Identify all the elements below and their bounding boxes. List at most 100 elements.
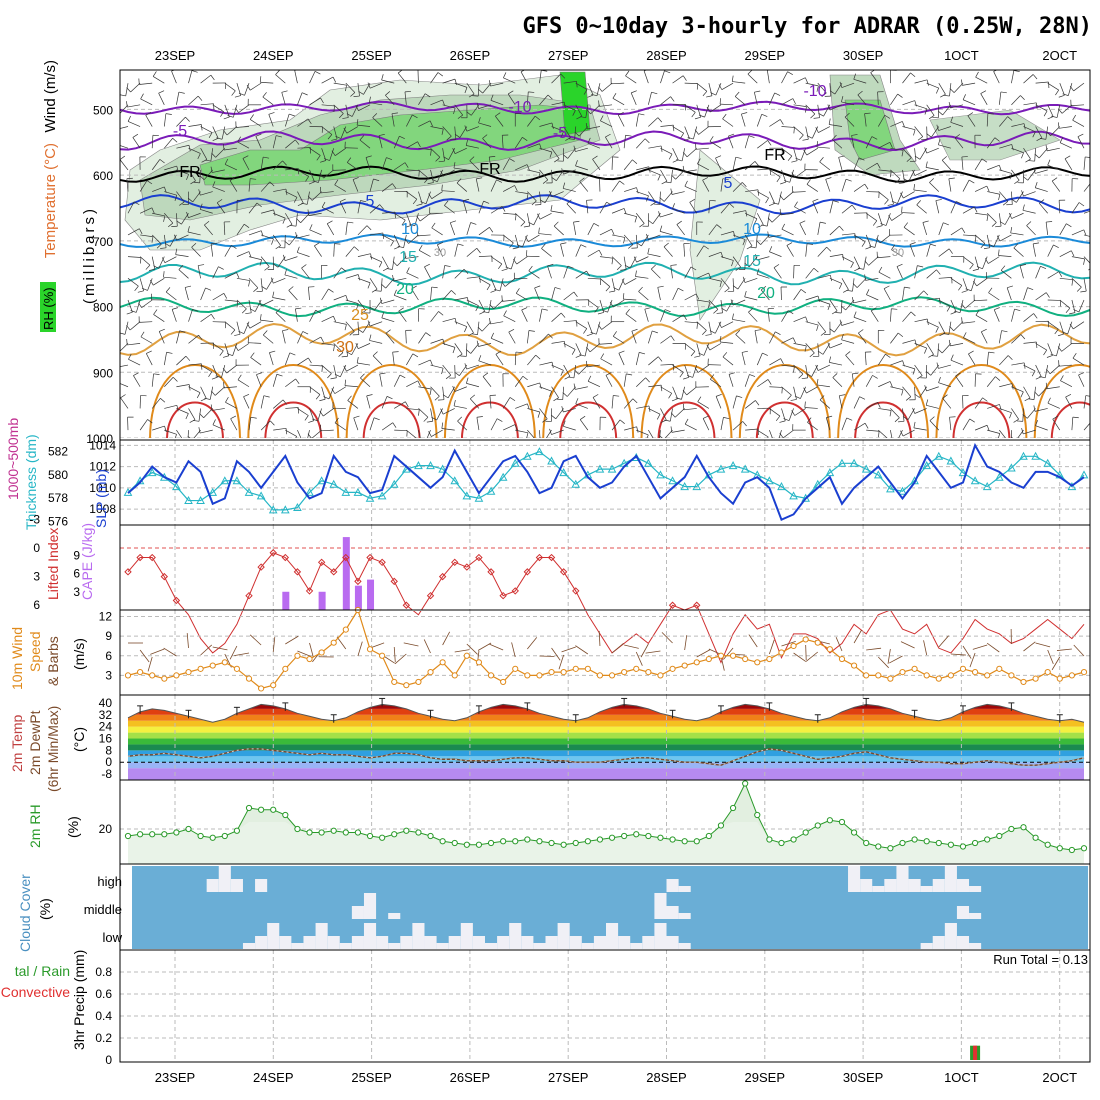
wind-barb <box>959 299 964 313</box>
wind-barb <box>272 135 277 149</box>
wind-barb <box>163 234 167 248</box>
wind-barb-flag <box>438 160 445 163</box>
wind-barb <box>575 321 587 329</box>
wind-barb <box>199 429 213 434</box>
wind-barb-flag <box>249 308 256 312</box>
wind-barb-flag <box>1092 181 1097 185</box>
wind-barb-flag <box>1061 331 1068 335</box>
wind-barb <box>539 169 549 181</box>
wind-barb-flag <box>754 90 761 93</box>
wind-barb-flag <box>216 137 223 140</box>
wind-barb <box>805 267 815 279</box>
wind10m-frame <box>119 609 1091 696</box>
wind-barb <box>1035 425 1048 431</box>
date-label-bottom: 28SEP <box>646 1070 686 1085</box>
wind-barb-flag <box>446 135 452 141</box>
wind-barb-flag <box>176 405 179 412</box>
wind-barb-flag <box>468 332 474 337</box>
wind-barb <box>805 321 819 326</box>
wind-barb-flag <box>115 348 119 352</box>
wind-barb <box>870 72 879 84</box>
wind10m-barb <box>489 643 504 651</box>
wind-barb-flag <box>851 204 856 211</box>
wind-barb-flag <box>800 289 807 294</box>
wind-barb <box>841 179 847 192</box>
wind-barb <box>1011 169 1020 181</box>
wind-barb-flag <box>358 90 364 95</box>
wind10m-speed-marker <box>1020 678 1027 686</box>
date-label-top: 25SEP <box>351 48 391 63</box>
wind-barb <box>579 419 589 431</box>
wind-barb-flag <box>526 164 530 171</box>
wind-barb-flag <box>1039 376 1046 379</box>
wind-barb-flag <box>748 307 754 313</box>
wind-barb <box>321 76 334 84</box>
wind-barb <box>1058 126 1072 129</box>
wind-barb <box>482 376 492 387</box>
wind-barb-flag <box>164 186 167 193</box>
wind-barb-flag <box>250 352 255 358</box>
wind10m-barb <box>923 640 928 656</box>
wind-barb-flag <box>238 92 245 96</box>
wind-barb-flag <box>783 180 790 183</box>
wind-barb-flag <box>561 168 564 175</box>
wind-barb <box>696 343 701 357</box>
wind10m-speed-marker <box>802 636 809 643</box>
rh2m-marker <box>693 838 700 845</box>
wind-barb-flag <box>187 226 190 233</box>
wind-barb-flag <box>831 310 838 315</box>
wind-barb <box>1047 321 1059 330</box>
wind-barb-flag <box>390 240 394 247</box>
wind-barb <box>948 321 952 335</box>
wind-barb <box>914 104 928 110</box>
wind-barb <box>720 231 734 236</box>
wind-barb <box>346 364 359 372</box>
wind-barb <box>539 386 552 392</box>
wind-barb-flag <box>488 80 491 87</box>
wind-barb-flag <box>697 396 702 402</box>
rh2m-marker <box>923 838 930 845</box>
wind-barb-flag <box>1058 122 1060 129</box>
wind-barb <box>709 343 722 351</box>
wind-barb <box>902 311 912 322</box>
wind-barb-flag <box>525 236 529 242</box>
wind-barb <box>587 223 595 236</box>
wind-barb-flag <box>664 70 671 74</box>
thickness-unit-label: Thickness (dm) <box>23 434 39 530</box>
wind-barb <box>431 429 443 437</box>
wind-barb <box>260 395 265 409</box>
wind-barb-flag <box>913 421 916 428</box>
wind-barb-flag <box>962 94 966 100</box>
cloud-cell-low <box>472 936 485 949</box>
wind-barb <box>132 137 141 149</box>
wind-barb <box>151 373 154 387</box>
wind-barb <box>624 278 637 285</box>
wind-barb <box>444 205 455 214</box>
wind10m-barb <box>212 646 228 651</box>
wind-barb-flag <box>179 201 185 206</box>
wind10m-barb <box>748 634 758 648</box>
wind10m-barb <box>696 649 711 658</box>
rh2m-marker <box>863 839 870 847</box>
wind-barb <box>301 267 310 279</box>
wind10m-barb <box>357 641 363 657</box>
wind-barb-flag <box>140 331 145 338</box>
precip-tick-label: 0.6 <box>95 987 112 1001</box>
wind-barb <box>914 386 916 400</box>
wind-barb <box>188 386 201 393</box>
wind-barb-flag <box>356 119 359 126</box>
wind-barb <box>782 429 794 438</box>
wind-barb-flag <box>801 377 808 380</box>
wind-barb-flag <box>314 71 321 75</box>
wind-barb-flag <box>723 417 730 420</box>
wind-barb-flag <box>357 274 361 281</box>
wind-barb-flag <box>149 279 154 286</box>
wind-barb-flag <box>1078 202 1085 207</box>
wind-barb <box>176 92 180 105</box>
wind-barb-flag <box>671 174 676 180</box>
wind10m-barb <box>793 652 807 662</box>
wind-barb <box>250 357 262 366</box>
wind-barb <box>819 399 831 409</box>
wind-barb <box>769 119 781 127</box>
wind-barb-flag <box>645 377 650 383</box>
